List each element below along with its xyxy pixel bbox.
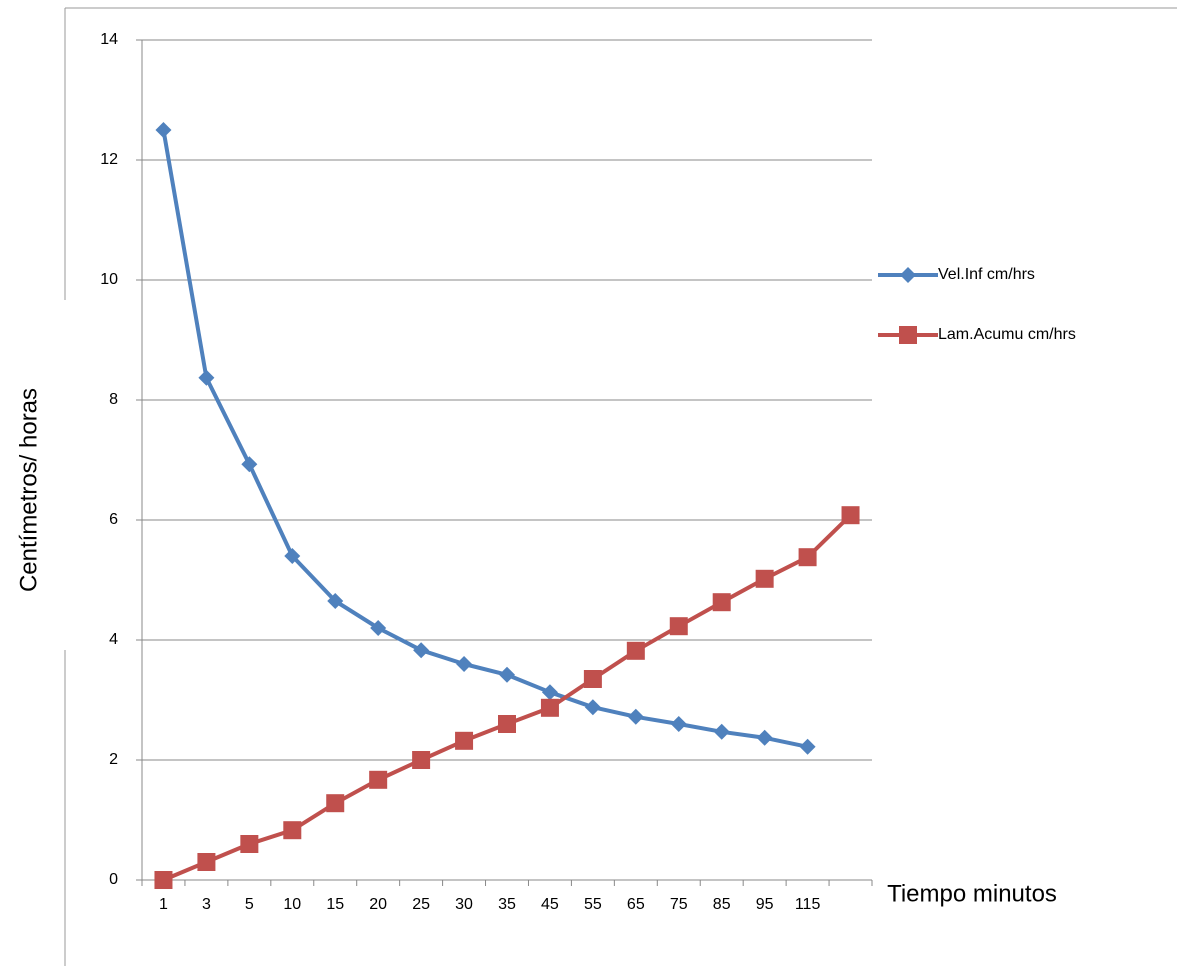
x-tick-label: 45 [541,896,559,913]
data-point [241,456,258,473]
data-point [627,708,644,725]
legend-label: Vel.Inf cm/hrs [938,266,1035,283]
data-point [412,751,431,769]
x-tick-label: 10 [283,896,301,913]
legend-marker [900,267,916,283]
data-point [369,770,388,789]
y-tick-label: 0 [109,871,118,888]
data-point [541,684,558,701]
legend-label: Lam.Acumu cm/hrs [938,326,1076,343]
data-point [456,656,473,672]
x-tick-label: 115 [795,896,821,913]
data-point [370,620,387,636]
data-point [798,548,817,567]
data-point [670,716,687,732]
x-tick-label: 5 [245,896,254,913]
x-tick-label: 65 [627,896,645,913]
data-point [326,794,345,813]
data-point [584,699,601,716]
data-point [498,715,516,733]
y-tick-label: 4 [109,631,118,648]
series-line [162,513,852,882]
y-tick-label: 12 [100,151,118,168]
data-point [799,738,816,755]
y-axis-label: Centímetros/ horas [15,388,42,592]
y-tick-label: 2 [109,751,118,768]
x-tick-label: 55 [584,896,602,913]
x-tick-label: 30 [455,896,473,913]
legend-marker [899,326,917,344]
x-tick-label: 15 [326,896,344,913]
data-point [540,698,559,717]
data-point [583,670,602,688]
y-tick-label: 6 [109,511,118,528]
data-point [713,723,730,740]
y-tick-label: 8 [109,391,118,408]
data-point [626,641,645,660]
x-tick-label: 35 [498,896,516,913]
data-point [841,506,860,525]
data-point [154,871,173,889]
x-tick-label: 75 [670,896,688,913]
data-point [499,666,515,683]
data-point [712,593,731,612]
data-point [283,821,302,840]
x-tick-label: 1 [159,896,168,913]
x-tick-label: 3 [202,896,211,913]
data-point [327,593,344,609]
data-point [755,569,774,588]
data-point [240,835,259,853]
data-point [756,729,773,746]
data-point [669,617,688,636]
x-axis-label: Tiempo minutos [887,880,1057,907]
y-tick-label: 14 [100,31,118,48]
data-point [455,731,474,750]
x-tick-label: 85 [713,896,731,913]
x-tick-label: 20 [369,896,387,913]
data-point [197,853,216,871]
frame [64,7,1177,966]
x-tick-label: 95 [756,896,774,913]
x-tick-label: 25 [412,896,430,913]
data-point [198,369,215,386]
data-point [413,642,430,659]
y-tick-label: 10 [100,271,118,288]
data-point [284,548,301,564]
data-point [155,122,172,138]
series-line [161,129,808,749]
